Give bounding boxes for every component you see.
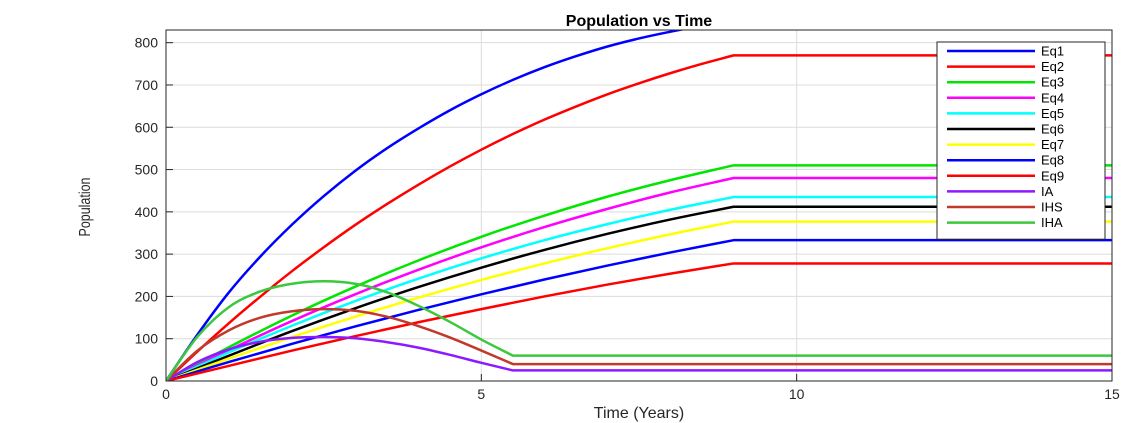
- series-line-eq8: [166, 238, 1112, 381]
- series-line-eq3: [166, 164, 1112, 381]
- legend-label-eq6: Eq6: [1041, 122, 1064, 137]
- x-axis-label: Time (Years): [594, 405, 684, 422]
- legend-label-ia: IA: [1041, 184, 1054, 199]
- series-line-iha: [166, 279, 1112, 381]
- series-line-ihs: [166, 307, 1112, 381]
- y-tick-label: 600: [135, 119, 159, 135]
- legend-label-eq4: Eq4: [1041, 90, 1064, 105]
- y-tick-label: 400: [135, 204, 159, 220]
- y-tick-label: 500: [135, 162, 159, 178]
- legend-label-eq8: Eq8: [1041, 153, 1064, 168]
- series-line-ia: [166, 335, 1112, 381]
- series-line-eq2: [166, 54, 1112, 381]
- x-tick-label: 10: [789, 386, 805, 402]
- x-tick-label: 5: [477, 386, 485, 402]
- y-tick-label: 0: [150, 373, 158, 389]
- series-line-eq6: [166, 205, 1112, 381]
- tick-labels: 0 5 10 15 0 100 200 300 400 500 600 700 800: [135, 35, 1120, 402]
- x-tick-label: 15: [1104, 386, 1120, 402]
- series-line-eq9: [166, 262, 1112, 381]
- x-tick-label: 0: [162, 386, 170, 402]
- y-tick-label: 700: [135, 77, 159, 93]
- y-axis-label: Population: [77, 178, 95, 237]
- y-tick-label: 300: [135, 246, 159, 262]
- y-tick-label: 100: [135, 331, 159, 347]
- legend-label-ihs: IHS: [1041, 200, 1063, 215]
- y-tick-label: 800: [135, 35, 159, 51]
- chart-title: Population vs Time: [566, 13, 713, 30]
- series-line-eq5: [166, 195, 1112, 381]
- legend-label-eq9: Eq9: [1041, 168, 1064, 183]
- legend-label-eq5: Eq5: [1041, 106, 1064, 121]
- legend-label-iha: IHA: [1041, 215, 1063, 230]
- legend-label-eq7: Eq7: [1041, 137, 1064, 152]
- series-line-eq1: [166, 30, 686, 381]
- series-layer: [166, 30, 1112, 381]
- series-line-eq4: [166, 176, 1112, 381]
- y-tick-label: 200: [135, 288, 159, 304]
- series-line-eq7: [166, 220, 1112, 381]
- legend-label-eq2: Eq2: [1041, 59, 1064, 74]
- legend-box: [936, 41, 1106, 240]
- legend-label-eq1: Eq1: [1041, 44, 1064, 59]
- plot-frame: [165, 29, 1113, 382]
- legend-label-eq3: Eq3: [1041, 75, 1064, 90]
